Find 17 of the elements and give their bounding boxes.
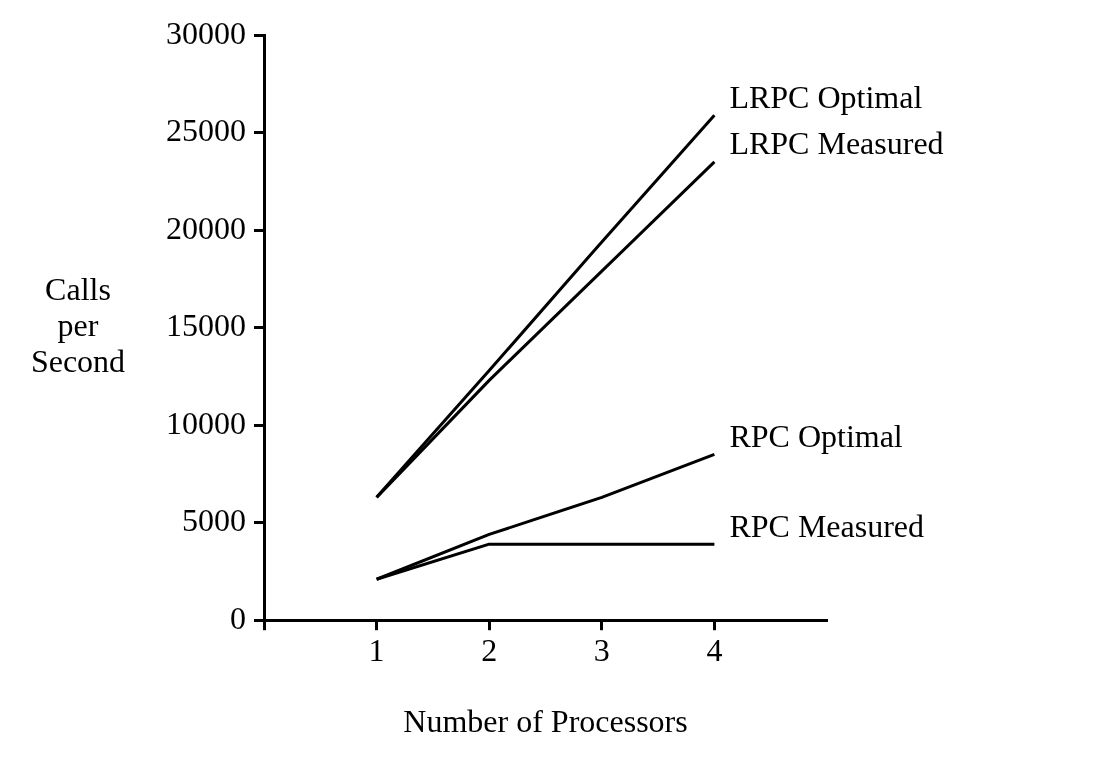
series-label: RPC Measured [729,507,925,544]
series-label: RPC Optimal [729,417,903,454]
series-label: LRPC Optimal [729,78,923,115]
series-label: LRPC Measured [729,125,944,162]
x-tick-label: 2 [481,631,498,668]
y-tick-label: 20000 [166,209,246,246]
x-tick-label: 1 [368,631,385,668]
y-tick-label: 30000 [166,14,246,51]
y-axis-title: Calls per Second [30,271,126,380]
y-tick-label: 15000 [166,307,246,344]
y-tick-label: 5000 [182,502,246,539]
y-tick-label: 0 [230,599,246,636]
y-tick-label: 25000 [166,112,246,149]
x-axis-title: Number of Processors [403,703,688,740]
y-tick-label: 10000 [166,404,246,441]
x-tick-label: 3 [593,631,610,668]
x-tick-label: 4 [706,631,723,668]
